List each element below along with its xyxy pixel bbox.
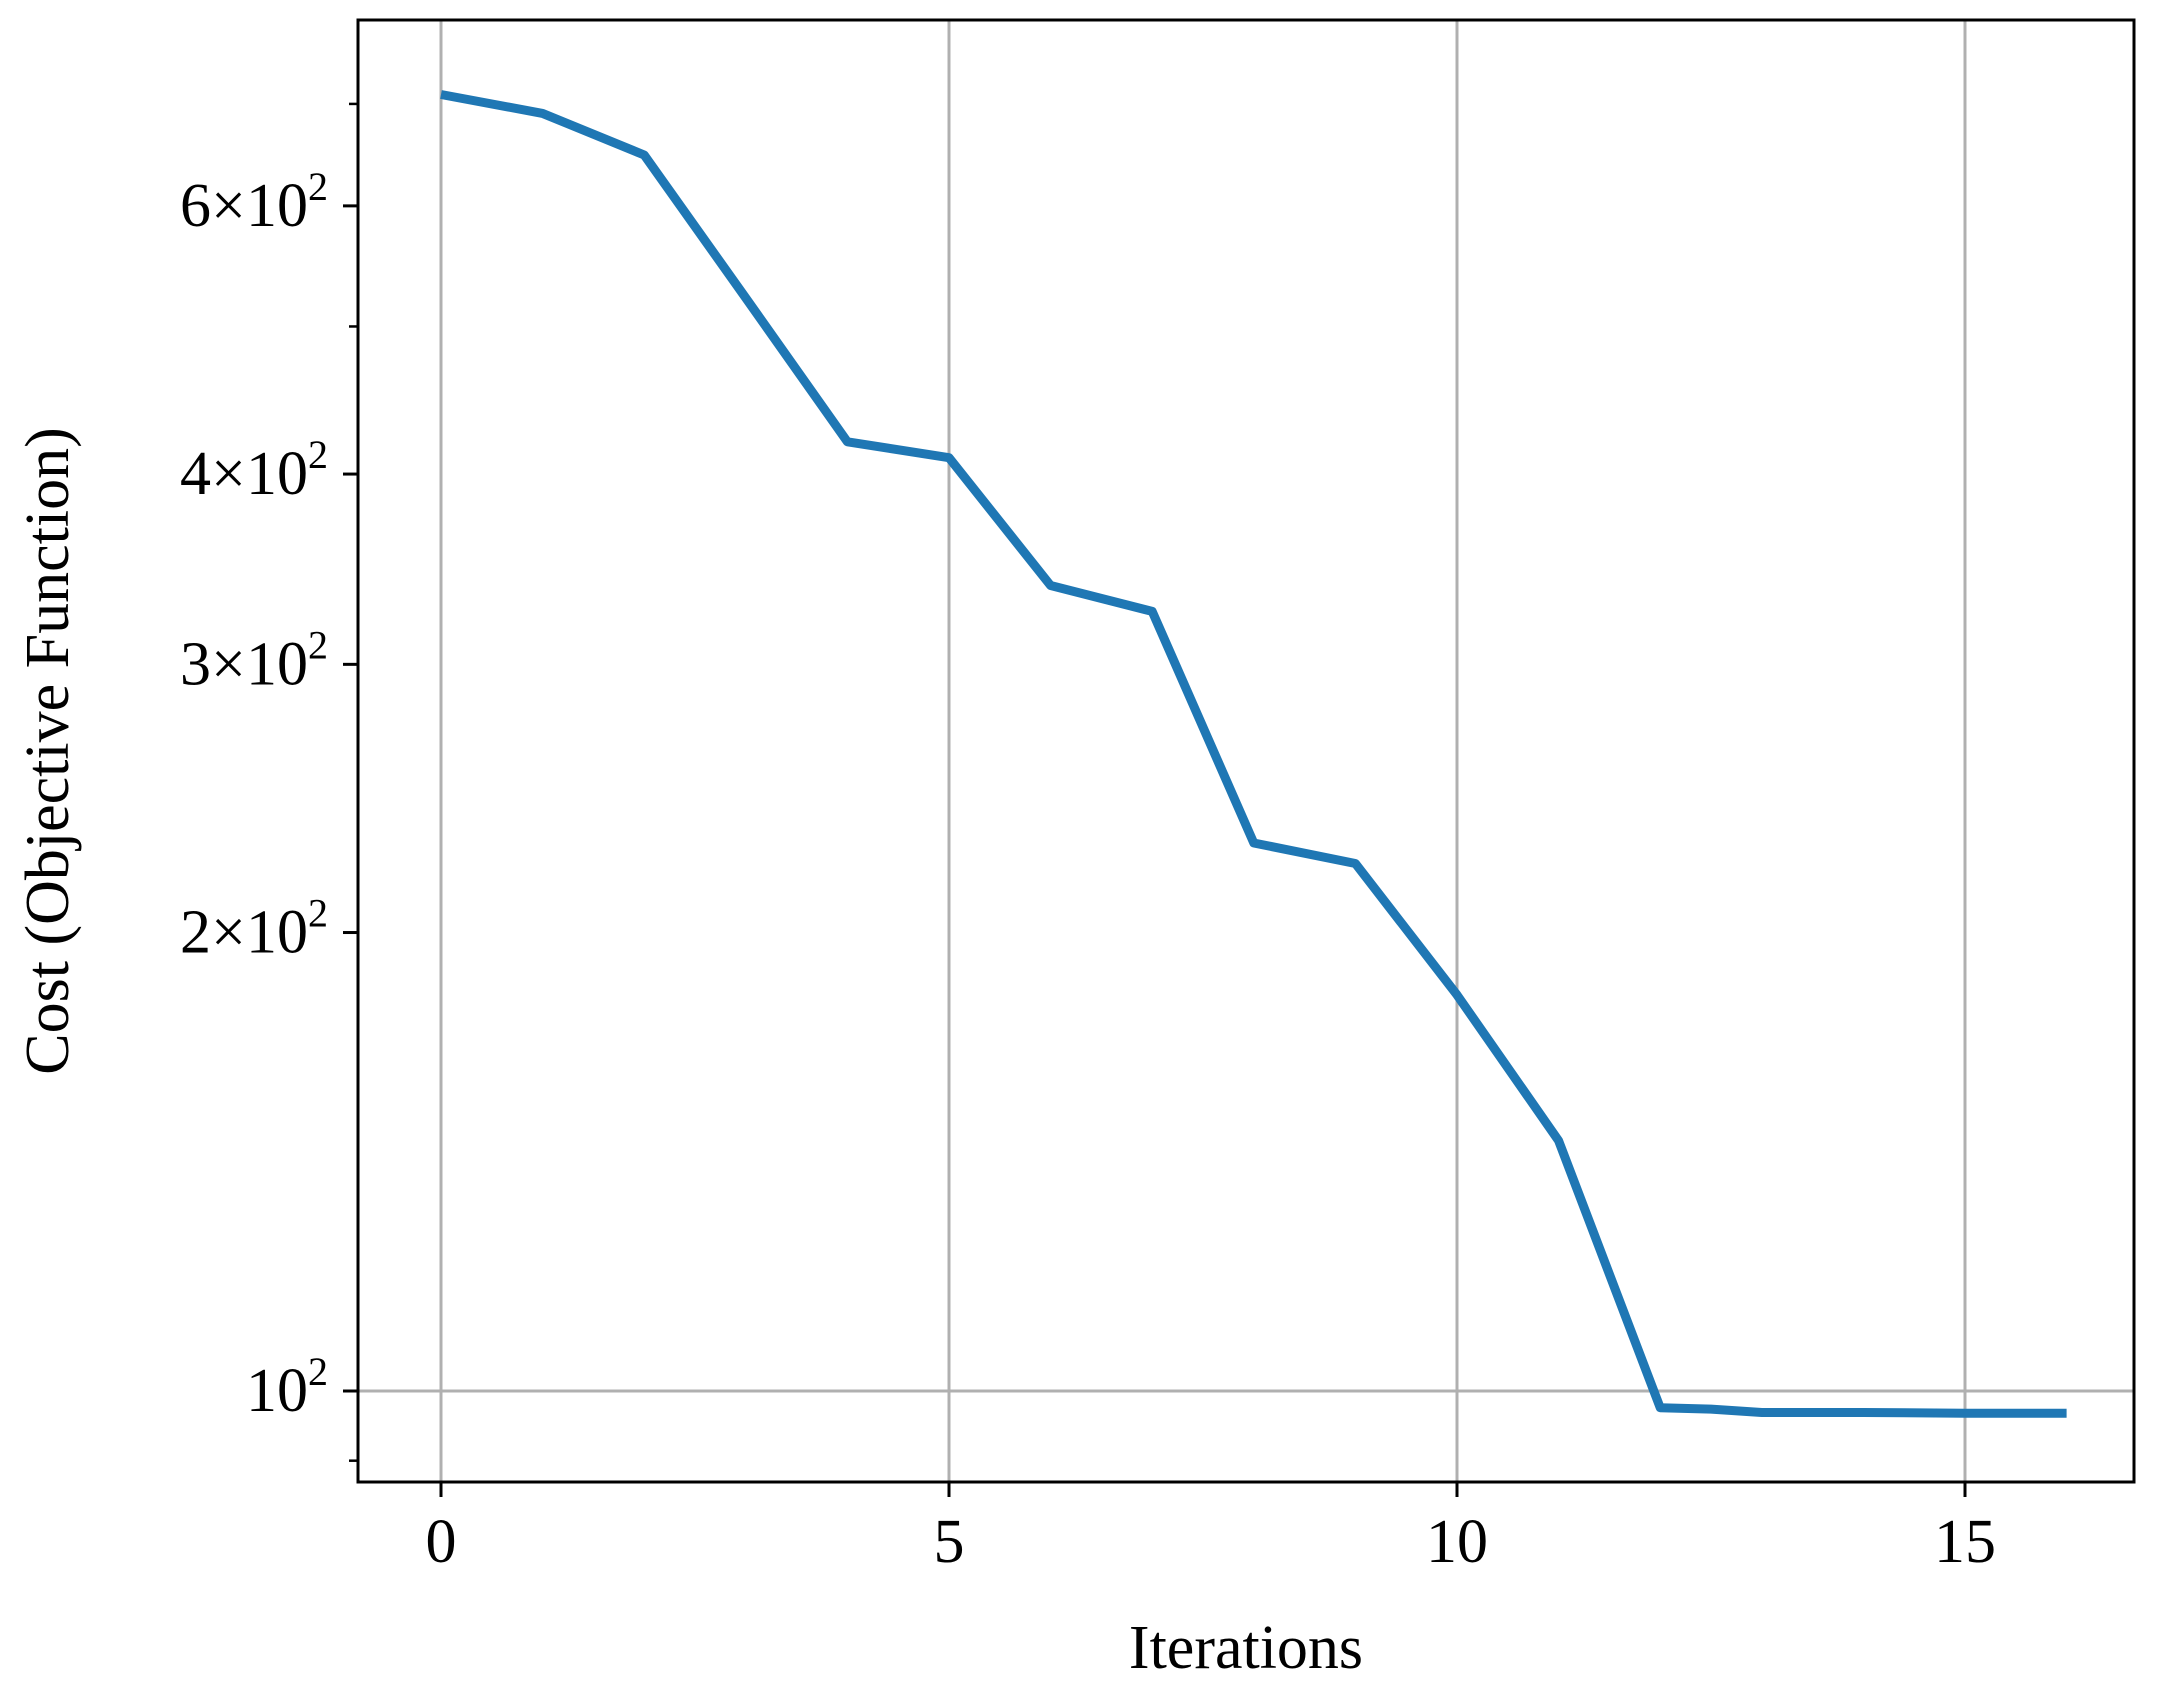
y-tick-label: 3×102: [180, 622, 328, 698]
x-tick-label: 10: [1426, 1508, 1488, 1576]
axis-ticks: 0 5 10 15 102 2×102 3×102 4×102 6×102: [180, 102, 1996, 1576]
x-tick-label: 5: [934, 1508, 965, 1576]
series-line: [440, 90, 2067, 1418]
x-axis-label: Iterations: [1129, 1614, 1363, 1682]
y-axis-label: Cost (Objective Function): [14, 427, 82, 1074]
series-group: [440, 90, 2067, 1418]
plot-frame: [356, 18, 2136, 1484]
y-tick-label: 2×102: [180, 891, 328, 967]
y-tick-label: 6×102: [180, 164, 328, 240]
x-tick-label: 0: [426, 1508, 457, 1576]
y-tick-label: 102: [246, 1349, 328, 1425]
x-tick-label: 15: [1934, 1508, 1996, 1576]
y-tick-label: 4×102: [180, 432, 328, 508]
grid-lines: [358, 20, 2134, 1482]
